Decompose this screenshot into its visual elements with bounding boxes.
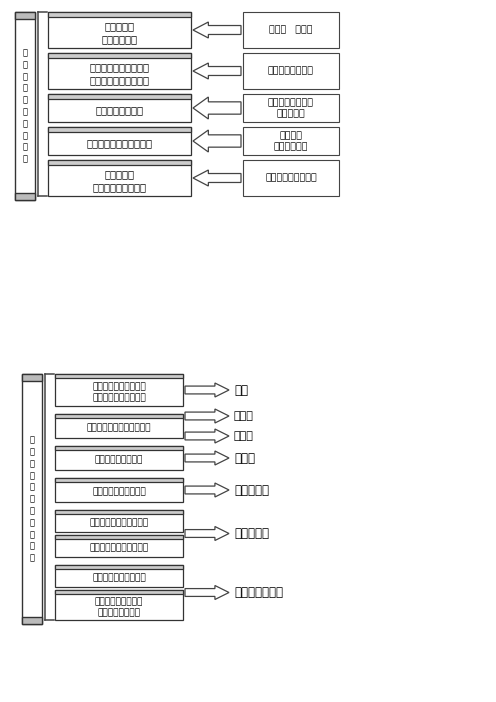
Bar [22, 374, 42, 381]
Text: 思
想
政
治
理
论
考
试
体
系: 思 想 政 治 理 论 考 试 体 系 [22, 48, 27, 164]
Polygon shape [193, 130, 241, 152]
Bar [22, 617, 42, 624]
Text: 认识世界和改造世界: 认识世界和改造世界 [95, 456, 143, 465]
Bar [55, 374, 183, 406]
Text: 共产主义是人类社会
最崇高的社会理想: 共产主义是人类社会 最崇高的社会理想 [95, 597, 143, 617]
Text: 毛泽东思想和中国特色
社会主义理论体系概论: 毛泽东思想和中国特色 社会主义理论体系概论 [89, 62, 149, 85]
Bar [15, 193, 35, 200]
Polygon shape [185, 429, 229, 443]
Text: 资本主义论: 资本主义论 [234, 527, 269, 540]
Text: 社会主义
核心价值体系: 社会主义 核心价值体系 [274, 131, 308, 151]
Bar [55, 535, 183, 539]
Bar [48, 127, 191, 155]
Bar [243, 12, 339, 48]
Bar [243, 160, 339, 196]
Bar [55, 446, 183, 470]
Text: 马
克
思
主
义
基
本
原
理
概
论: 马 克 思 主 义 基 本 原 理 概 论 [29, 435, 35, 562]
Bar [55, 565, 183, 569]
Bar [48, 127, 191, 132]
Bar [55, 535, 183, 557]
Polygon shape [185, 409, 229, 423]
Text: 国内形势与国际局势: 国内形势与国际局势 [265, 173, 317, 183]
Text: 世界的物质性及其发展规律: 世界的物质性及其发展规律 [87, 423, 151, 432]
Text: 人类社会及其发展规律: 人类社会及其发展规律 [92, 487, 146, 496]
Text: 马克思主义是关于无产
阶级和人类解放的科学: 马克思主义是关于无产 阶级和人类解放的科学 [92, 382, 146, 402]
Polygon shape [193, 63, 241, 79]
Polygon shape [185, 451, 229, 465]
Bar [55, 510, 183, 532]
Polygon shape [193, 22, 241, 38]
Bar [48, 94, 191, 99]
Text: 绪论: 绪论 [234, 383, 248, 397]
Bar [48, 53, 191, 58]
Text: 历史唯物论: 历史唯物论 [234, 484, 269, 496]
Text: 科学社会主义论: 科学社会主义论 [234, 586, 283, 599]
Polygon shape [185, 483, 229, 497]
Text: 中国化马克思主义: 中国化马克思主义 [268, 67, 314, 76]
Bar [22, 374, 42, 624]
Bar [55, 590, 183, 594]
Text: 中国革命建设改革
的历史进程: 中国革命建设改革 的历史进程 [268, 98, 314, 118]
Polygon shape [185, 383, 229, 397]
Polygon shape [193, 170, 241, 186]
Bar [15, 12, 35, 200]
Bar [55, 510, 183, 514]
Bar [48, 12, 191, 17]
Text: 马克思主义
基本原理概论: 马克思主义 基本原理概论 [102, 21, 137, 44]
Bar [55, 590, 183, 620]
Text: 唯物论: 唯物论 [234, 411, 254, 421]
Bar [55, 478, 183, 482]
Bar [15, 12, 35, 19]
Bar [55, 446, 183, 450]
Text: 形势与政策
当代世界经济与政治: 形势与政策 当代世界经济与政治 [92, 169, 146, 192]
Polygon shape [193, 97, 241, 119]
Bar [48, 53, 191, 89]
Text: 资本主义发展的历史进程: 资本主义发展的历史进程 [89, 543, 149, 552]
Text: 认识论: 认识论 [234, 451, 255, 465]
Text: 思想道德修养与法律基础: 思想道德修养与法律基础 [86, 138, 152, 149]
Bar [55, 565, 183, 587]
Text: 中国近现代史纲要: 中国近现代史纲要 [96, 105, 143, 116]
Text: 资本主义的形成及其本质: 资本主义的形成及其本质 [89, 519, 149, 527]
Bar [48, 160, 191, 165]
Text: 世界观   方法论: 世界观 方法论 [269, 25, 313, 34]
Bar [243, 127, 339, 155]
Text: 社会主义社会及其发展: 社会主义社会及其发展 [92, 574, 146, 583]
Polygon shape [185, 585, 229, 600]
Bar [55, 478, 183, 502]
Bar [243, 94, 339, 122]
Bar [55, 414, 183, 418]
Bar [48, 160, 191, 196]
Bar [55, 374, 183, 378]
Text: 辩证法: 辩证法 [234, 431, 254, 441]
Bar [55, 414, 183, 438]
Bar [48, 12, 191, 48]
Bar [48, 94, 191, 122]
Bar [243, 53, 339, 89]
Polygon shape [185, 526, 229, 541]
